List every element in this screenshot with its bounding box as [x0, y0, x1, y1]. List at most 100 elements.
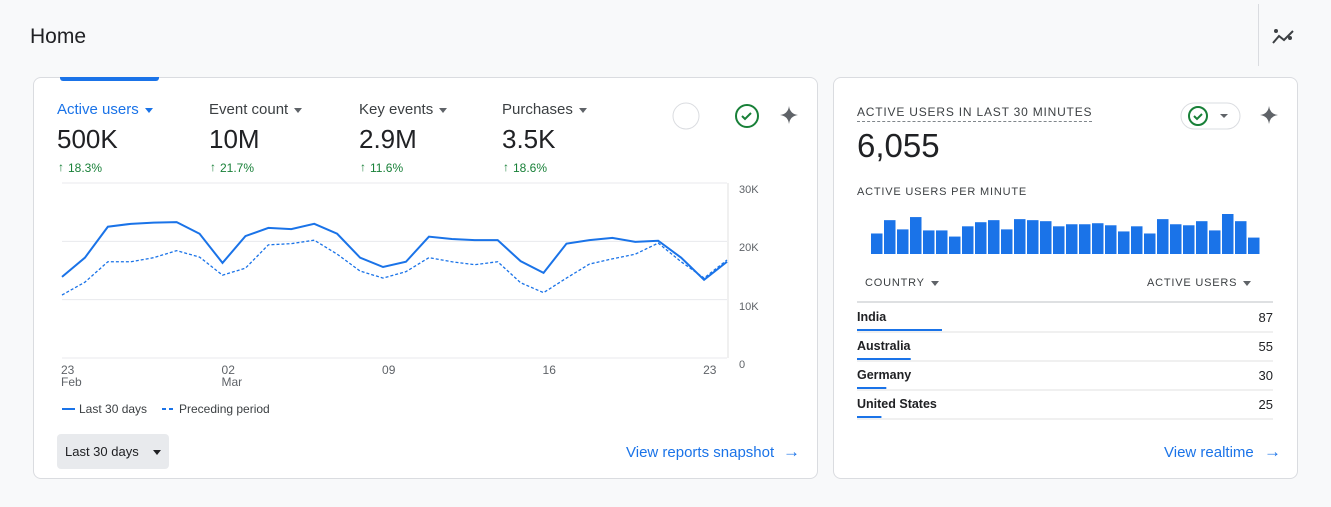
- reports-link[interactable]: View reports snapshot: [626, 444, 775, 461]
- column-header[interactable]: COUNTRY: [865, 277, 939, 289]
- bar: [1040, 221, 1052, 254]
- badge-icon[interactable]: [672, 102, 700, 130]
- y-tick-label: 20K: [739, 242, 759, 255]
- dropdown-caret: [294, 107, 303, 113]
- insights-icon[interactable]: [1272, 29, 1294, 44]
- link-arrow: →: [1264, 442, 1281, 461]
- change-arrow: ↑: [360, 160, 366, 174]
- bar: [1222, 214, 1234, 254]
- country-name[interactable]: India: [857, 310, 887, 324]
- realtime-total: 6,055: [857, 127, 940, 164]
- metric-value: 10M: [209, 124, 260, 154]
- bar: [1105, 225, 1117, 254]
- series-line: [61, 221, 728, 282]
- dropdown-caret: [578, 107, 587, 113]
- bar: [1079, 224, 1091, 254]
- y-tick-label: 30K: [739, 184, 759, 196]
- value-bar: [857, 329, 942, 331]
- value-bar: [857, 358, 911, 360]
- date-range-button[interactable]: Last 30 days: [57, 434, 169, 469]
- dropdown-caret: [439, 107, 448, 113]
- value-bar: [857, 387, 887, 389]
- legend-label: Last 30 days: [79, 402, 148, 416]
- bar: [988, 220, 1000, 254]
- bar: [897, 229, 909, 254]
- bar: [884, 220, 896, 254]
- realtime-link[interactable]: View realtime: [1164, 444, 1254, 461]
- realtime-card: [833, 77, 1298, 479]
- bar: [1170, 224, 1182, 254]
- bar: [1001, 229, 1013, 254]
- country-value: 30: [1258, 368, 1273, 383]
- bar: [1209, 230, 1221, 254]
- per-minute-title: ACTIVE USERS PER MINUTE: [857, 186, 1027, 198]
- page-title: Home: [30, 25, 87, 48]
- metric-value: 500K: [57, 124, 118, 154]
- bar: [871, 233, 883, 254]
- metric-change: 21.7%: [220, 161, 255, 175]
- metric-label[interactable]: Purchases: [502, 101, 587, 118]
- bar: [1014, 219, 1026, 254]
- selected-tab-indicator: [60, 77, 159, 81]
- bar: [1157, 219, 1169, 254]
- ai-sparkle[interactable]: [780, 106, 798, 124]
- change-arrow: ↑: [210, 160, 216, 174]
- link-arrow: →: [783, 442, 800, 461]
- country-value: 87: [1258, 310, 1273, 325]
- status-icon[interactable]: [735, 104, 759, 128]
- ai-sparkle[interactable]: [1260, 106, 1278, 124]
- check-mark: [1193, 113, 1203, 121]
- country-name[interactable]: Germany: [857, 368, 912, 382]
- bar: [1196, 221, 1208, 254]
- metric-value: 2.9M: [359, 124, 417, 154]
- bar: [1248, 237, 1260, 254]
- column-header[interactable]: ACTIVE USERS: [1147, 277, 1252, 289]
- bar: [936, 230, 948, 254]
- x-tick-label: 02 Mar: [221, 363, 243, 389]
- bar: [1235, 221, 1247, 254]
- metric-change: 18.3%: [68, 161, 103, 175]
- check-mark: [741, 112, 752, 121]
- x-tick-label: 09: [382, 363, 396, 377]
- bar: [923, 230, 935, 254]
- bar: [975, 222, 987, 254]
- bar: [910, 217, 922, 254]
- legend-label: Preceding period: [179, 402, 270, 416]
- bar: [962, 226, 974, 254]
- metric-value: 3.5K: [502, 124, 556, 154]
- x-tick-label: 23 Feb: [61, 363, 82, 389]
- bar: [1053, 226, 1065, 254]
- status-pill[interactable]: [1180, 102, 1241, 130]
- bar: [949, 236, 961, 254]
- change-arrow: ↑: [58, 160, 64, 174]
- metric-label[interactable]: Active users: [57, 101, 153, 118]
- x-tick-label: 23: [703, 363, 717, 377]
- dropdown-caret: [1243, 280, 1252, 286]
- change-arrow: ↑: [503, 160, 509, 174]
- realtime-title[interactable]: ACTIVE USERS IN LAST 30 MINUTES: [857, 105, 1093, 122]
- bar: [1144, 233, 1156, 254]
- y-tick-label: 0: [739, 359, 746, 371]
- bar: [1092, 223, 1104, 254]
- dropdown-caret: [930, 280, 939, 286]
- country-name[interactable]: United States: [857, 397, 937, 411]
- bar: [1131, 226, 1143, 254]
- metric-change: 11.6%: [370, 161, 404, 175]
- bar: [1183, 225, 1195, 254]
- divider: [1258, 4, 1259, 66]
- dropdown-caret: [144, 107, 153, 113]
- country-value: 25: [1258, 397, 1273, 412]
- bar: [1066, 224, 1078, 254]
- country-name[interactable]: Australia: [857, 339, 911, 353]
- status-icon: [1188, 106, 1208, 126]
- dropdown-caret: [1220, 114, 1228, 118]
- metric-label[interactable]: Key events: [359, 101, 448, 118]
- metric-change: 18.6%: [513, 161, 548, 175]
- value-bar: [857, 416, 882, 418]
- bar: [1118, 231, 1130, 254]
- metric-label[interactable]: Event count: [209, 101, 303, 118]
- x-tick-label: 16: [542, 363, 556, 377]
